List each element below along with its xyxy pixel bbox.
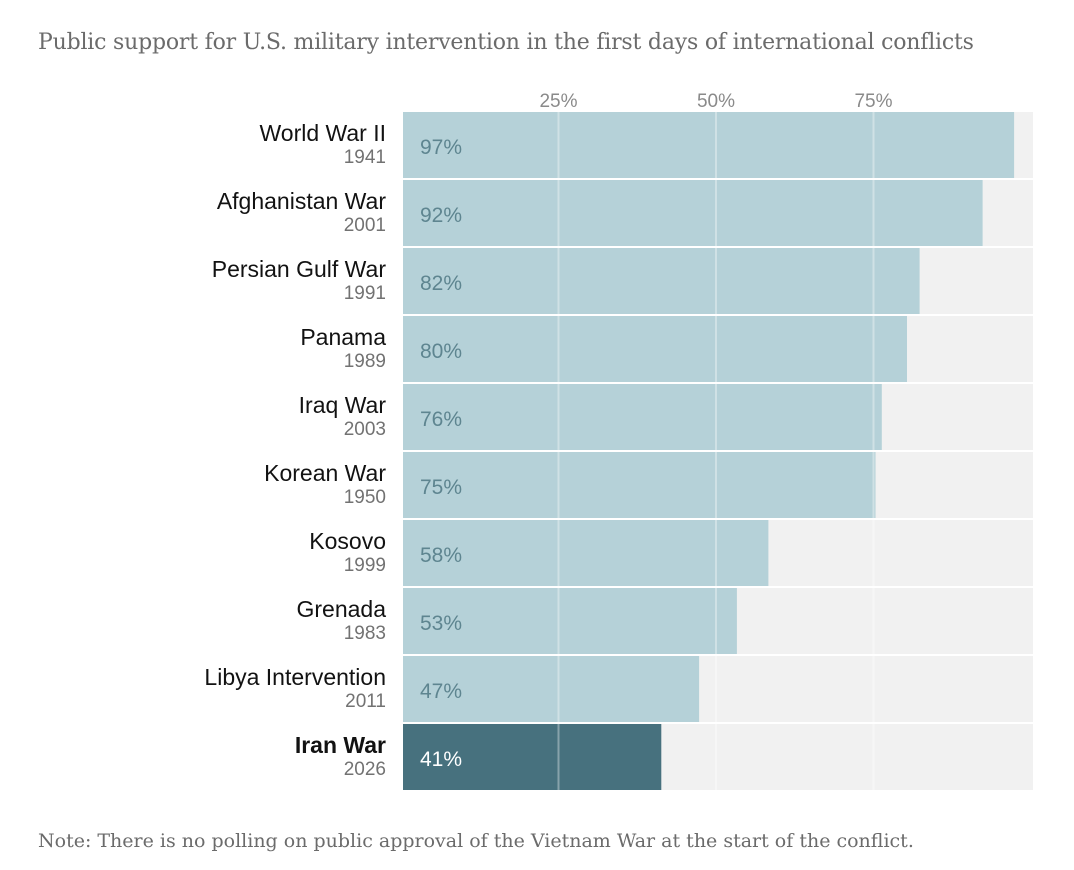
data-label: 58% (420, 544, 462, 567)
data-label: 47% (420, 680, 462, 703)
year-label: 2011 (345, 691, 386, 712)
data-label: 76% (420, 408, 462, 431)
data-label: 97% (420, 136, 462, 159)
category-label: Kosovo (309, 528, 386, 554)
category-label: Grenada (296, 596, 386, 622)
bar (403, 452, 876, 518)
bar (403, 384, 882, 450)
bar (403, 248, 920, 314)
x-tick-label: 25% (539, 91, 577, 112)
bar (403, 112, 1015, 178)
chart-note: Note: There is no polling on public appr… (38, 830, 914, 852)
year-label: 2001 (344, 215, 386, 236)
data-label: 41% (420, 748, 462, 771)
year-label: 1991 (344, 283, 386, 304)
year-label: 1999 (344, 555, 386, 576)
category-label: Iraq War (299, 392, 387, 418)
year-label: 2026 (344, 759, 386, 780)
data-label: 82% (420, 272, 462, 295)
category-label: Korean War (264, 460, 386, 486)
x-tick-label: 75% (854, 91, 892, 112)
category-label: Panama (300, 324, 386, 350)
data-label: 53% (420, 612, 462, 635)
chart-title: Public support for U.S. military interve… (38, 30, 974, 55)
year-label: 1941 (344, 147, 386, 168)
data-label: 75% (420, 476, 462, 499)
bar (403, 316, 907, 382)
bar (403, 724, 662, 790)
year-label: 1989 (344, 351, 386, 372)
bar (403, 588, 737, 654)
data-label: 80% (420, 340, 462, 363)
year-label: 2003 (344, 419, 386, 440)
category-label: World War II (259, 120, 386, 146)
category-label: Afghanistan War (217, 188, 387, 214)
category-label: Iran War (295, 732, 386, 758)
year-label: 1950 (344, 487, 386, 508)
data-label: 92% (420, 204, 462, 227)
category-label: Libya Intervention (204, 664, 386, 690)
bar (403, 656, 700, 722)
bar (403, 520, 769, 586)
x-tick-label: 50% (697, 91, 735, 112)
year-label: 1983 (344, 623, 386, 644)
category-label: Persian Gulf War (212, 256, 387, 282)
bar (403, 180, 983, 246)
